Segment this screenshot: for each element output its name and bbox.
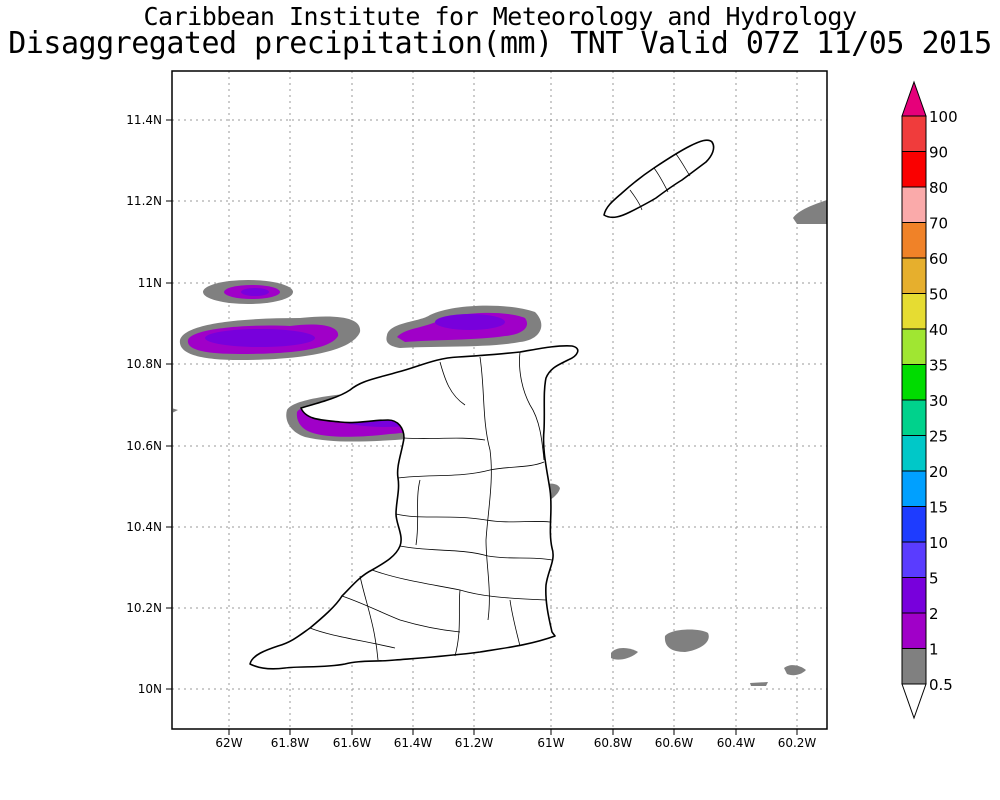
y-tick-label: 10.6N [126, 439, 162, 453]
y-tick-label: 10.4N [126, 520, 162, 534]
colorbar-box [901, 115, 927, 152]
colorbar-label: 15 [929, 499, 948, 517]
colorbar-box [901, 648, 927, 685]
x-tick-label: 61.2W [455, 736, 494, 750]
colorbar-box [901, 577, 927, 614]
colorbar-box [901, 222, 927, 259]
colorbar-label: 50 [929, 286, 948, 304]
latitude-axis: 11.4N 11.2N 11N 10.8N 10.6N 10.4N 10.2N 10N [126, 113, 172, 696]
y-tick-label: 11N [138, 276, 162, 290]
y-tick-label: 11.4N [126, 113, 162, 127]
map-title: Caribbean Institute for Meteorology and … [143, 2, 857, 31]
colorbar-bottom-arrow [901, 683, 927, 720]
x-tick-label: 60.2W [778, 736, 817, 750]
colorbar-box [901, 328, 927, 365]
x-tick-label: 60.4W [717, 736, 756, 750]
trinidad-island [249, 345, 579, 670]
colorbar-box [901, 364, 927, 401]
colorbar-label: 25 [929, 428, 948, 446]
colorbar-label: 1 [929, 641, 939, 659]
map-frame [171, 70, 828, 730]
colorbar-box [901, 435, 927, 472]
colorbar-label: 5 [929, 570, 939, 588]
colorbar-label: 0.5 [929, 676, 953, 694]
x-tick-label: 60.8W [594, 736, 633, 750]
colorbar-box [901, 186, 927, 223]
colorbar-box [901, 151, 927, 188]
x-tick-label: 61.6W [333, 736, 372, 750]
colorbar-label: 2 [929, 605, 939, 623]
colorbar-box [901, 470, 927, 507]
x-tick-label: 60.6W [655, 736, 694, 750]
y-tick-label: 11.2N [126, 194, 162, 208]
tobago-island [603, 139, 715, 219]
y-tick-label: 10.2N [126, 601, 162, 615]
colorbar-label: 100 [929, 108, 958, 126]
colorbar-label: 30 [929, 392, 948, 410]
colorbar-box [901, 612, 927, 649]
colorbar-box [901, 257, 927, 294]
colorbar-label: 10 [929, 534, 948, 552]
map-subtitle: Disaggregated precipitation(mm) TNT Vali… [8, 26, 992, 61]
colorbar-box [901, 506, 927, 543]
precipitation-contours [173, 139, 827, 686]
colorbar-label: 20 [929, 463, 948, 481]
colorbar-top-arrow [901, 80, 927, 117]
colorbar-label: 90 [929, 144, 948, 162]
x-tick-label: 61.8W [271, 736, 310, 750]
y-tick-label: 10N [138, 682, 162, 696]
colorbar-box [901, 399, 927, 436]
colorbar-label: 35 [929, 357, 948, 375]
x-tick-label: 61.4W [394, 736, 433, 750]
colorbar-box [901, 541, 927, 578]
colorbar-label: 80 [929, 179, 948, 197]
longitude-axis: 62W 61.8W 61.6W 61.4W 61.2W 61W 60.8W 60.6W 60.4… [215, 729, 816, 750]
x-tick-label: 61W [537, 736, 564, 750]
colorbar-label: 60 [929, 250, 948, 268]
colorbar-label: 70 [929, 215, 948, 233]
x-tick-label: 62W [215, 736, 242, 750]
y-tick-label: 10.8N [126, 357, 162, 371]
colorbar-box [901, 293, 927, 330]
colorbar-label: 40 [929, 321, 948, 339]
